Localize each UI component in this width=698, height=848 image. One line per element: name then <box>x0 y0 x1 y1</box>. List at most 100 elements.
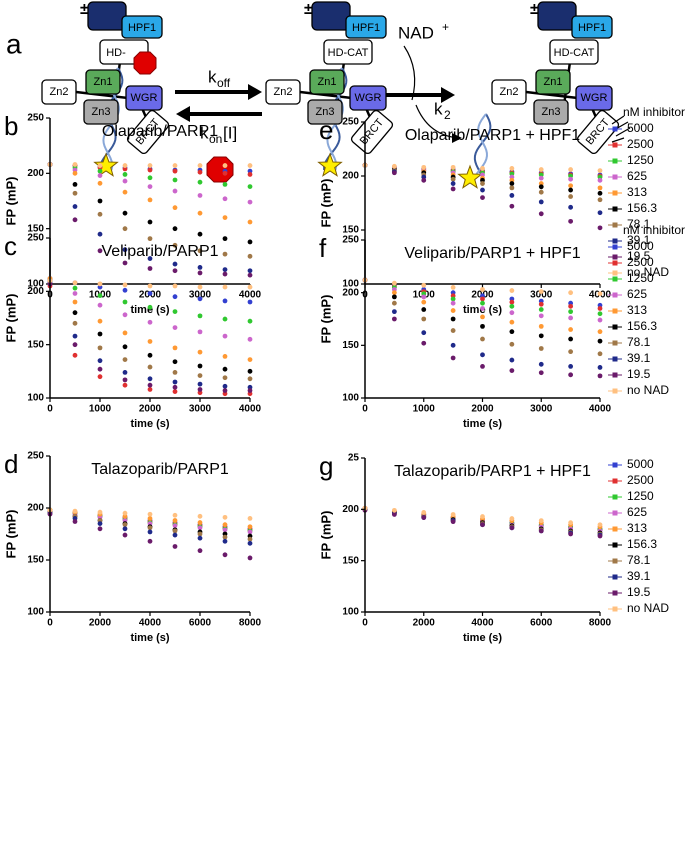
data-point <box>597 373 603 379</box>
legend-label: 625 <box>627 169 647 183</box>
data-point <box>97 281 103 287</box>
x-tick-label: 4000 <box>589 404 612 415</box>
x-tick-label: 1000 <box>89 404 112 415</box>
data-point <box>247 540 253 546</box>
fluorophore <box>457 164 483 189</box>
data-point <box>391 170 397 176</box>
legend-marker <box>612 388 618 394</box>
data-point <box>568 364 574 369</box>
data-point <box>122 189 128 195</box>
legend-label: 39.1 <box>627 569 651 583</box>
data-point <box>247 253 253 259</box>
domain-label: HPF1 <box>128 22 156 34</box>
box <box>121 15 163 39</box>
data-point <box>172 384 178 390</box>
data-point <box>247 284 253 290</box>
arrow-head <box>176 106 190 122</box>
data-point <box>147 256 153 261</box>
data-point <box>509 525 515 531</box>
data-point <box>597 365 603 370</box>
data-point <box>122 166 128 172</box>
data-point <box>97 318 103 324</box>
data-point <box>247 524 253 530</box>
data-point <box>197 548 203 554</box>
data-point <box>72 162 78 167</box>
chart-title: Veliparib/PARP1 + HPF1 <box>404 245 580 262</box>
data-point <box>538 167 544 172</box>
data-point <box>391 300 397 306</box>
legend-marker <box>612 276 618 282</box>
data-point <box>97 163 103 168</box>
data-point <box>597 533 603 539</box>
data-point <box>421 282 427 288</box>
data-point <box>247 357 253 362</box>
data-point <box>509 341 515 347</box>
box <box>85 69 121 95</box>
box <box>125 85 163 111</box>
rate-k: k <box>208 67 217 86</box>
data-point <box>509 185 515 191</box>
data-point <box>391 316 397 322</box>
data-point <box>247 239 253 245</box>
chart-panel: c Veliparib/PARP1 100 150 200 250 0 1000 2000 300… <box>3 231 261 430</box>
data-point <box>450 342 456 348</box>
data-point <box>122 226 128 232</box>
data-point <box>480 306 485 311</box>
data-point <box>509 299 515 305</box>
legend-label: 1250 <box>627 153 654 167</box>
data-point <box>172 163 178 168</box>
domain-label: Zn1 <box>544 76 563 88</box>
x-tick-label: 0 <box>47 404 53 415</box>
data-point <box>568 349 574 355</box>
data-point <box>122 282 128 288</box>
legend-marker <box>612 190 618 196</box>
x-tick-label: 4000 <box>239 404 262 415</box>
data-point <box>197 179 203 185</box>
data-point <box>568 520 574 526</box>
data-point <box>147 352 153 358</box>
data-point <box>72 333 78 339</box>
inhibitor <box>206 156 234 183</box>
data-point <box>197 313 203 319</box>
domain-label: Zn3 <box>92 106 111 118</box>
box <box>537 1 577 31</box>
data-point <box>122 357 128 362</box>
data-point <box>538 323 544 329</box>
data-point <box>122 532 128 538</box>
legend-label: 39.1 <box>627 233 651 247</box>
data-point <box>172 226 178 232</box>
legend-marker <box>612 238 618 244</box>
data-point <box>421 307 427 312</box>
charge: ± <box>530 1 539 18</box>
data-point <box>247 368 253 374</box>
chart-title: Olaparib/PARP1 <box>102 123 218 140</box>
data-point <box>122 330 128 336</box>
legend-marker <box>612 254 618 260</box>
data-point <box>509 181 515 186</box>
box <box>350 109 394 155</box>
data-point <box>421 515 427 520</box>
data-point <box>568 187 574 193</box>
data-point <box>122 522 128 528</box>
data-point <box>147 364 153 370</box>
data-point <box>97 345 103 351</box>
data-point <box>197 248 203 254</box>
legend-label: 313 <box>627 185 647 199</box>
data-point <box>72 167 78 173</box>
data-point <box>197 363 203 369</box>
legend-marker <box>612 260 618 266</box>
data-point <box>197 381 203 387</box>
legend-marker <box>612 142 618 148</box>
data-point <box>450 176 456 182</box>
arrow-head <box>441 87 455 103</box>
data-point <box>147 291 153 296</box>
data-point <box>97 231 103 237</box>
box <box>307 99 343 125</box>
data-point <box>538 211 544 217</box>
data-point <box>72 352 78 358</box>
data-point <box>568 531 574 537</box>
legend-marker <box>612 574 618 580</box>
